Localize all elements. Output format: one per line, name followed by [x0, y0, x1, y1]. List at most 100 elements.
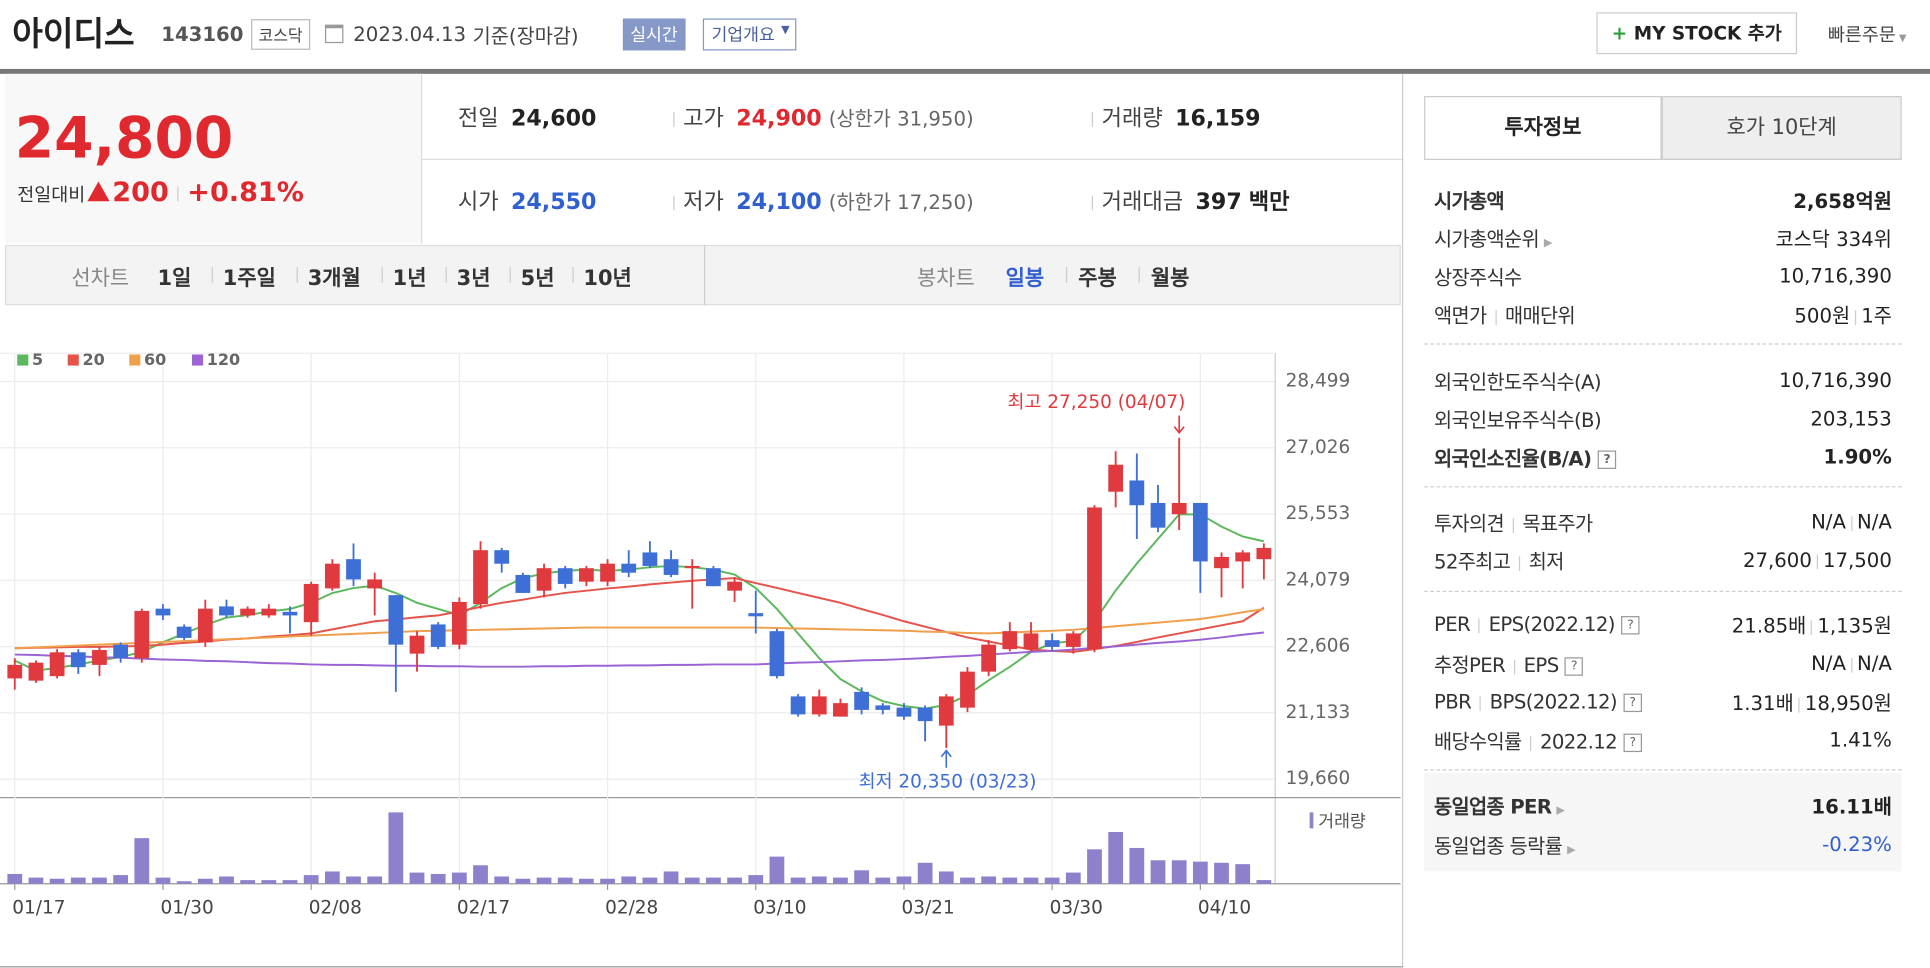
row-value: 코스닥 334위: [1776, 223, 1892, 253]
candle-body: [1256, 547, 1272, 560]
tab[interactable]: 3개월: [307, 266, 361, 292]
volume-bar: [1087, 849, 1102, 884]
volume-bar: [240, 880, 256, 884]
row-value: -0.23%: [1822, 833, 1892, 856]
low-arrow: [940, 749, 952, 768]
candle-body: [621, 563, 637, 573]
tab[interactable]: 일봉: [1005, 266, 1045, 292]
more-arrow: ▶: [1556, 804, 1565, 818]
candle-body: [642, 552, 658, 566]
legend-swatch: [192, 354, 204, 366]
volume-legend-bar: [1309, 812, 1314, 829]
change-rate: +0.81%: [187, 177, 304, 209]
volume-bar: [409, 872, 425, 884]
candle-body: [1129, 480, 1145, 506]
volume-bar: [1192, 861, 1208, 884]
panel-tab[interactable]: 호가 10단계: [1661, 96, 1902, 161]
candle-body: [854, 691, 869, 710]
volume-bar: [896, 876, 912, 884]
my-stock-button[interactable]: + MY STOCK 추가: [1596, 12, 1798, 55]
volume-bar: [92, 877, 107, 884]
volume-bar: [113, 875, 129, 884]
candle-body: [1065, 633, 1081, 647]
candle-body: [1002, 631, 1018, 650]
volume-bar: [663, 871, 679, 884]
label-part: EPS: [1523, 653, 1560, 677]
value-part: 500원: [1794, 304, 1851, 328]
candle-body: [557, 568, 573, 584]
help-icon: ?: [1564, 657, 1584, 676]
day-low: 저가 24,100 (하한가 17,250): [665, 185, 974, 217]
value: 24,550: [510, 189, 597, 216]
tab[interactable]: 주봉: [1078, 266, 1117, 292]
label-part: 매매단위: [1504, 304, 1576, 328]
x-tick-label: 01/17: [12, 897, 65, 918]
legend-swatch: [67, 354, 79, 366]
tab[interactable]: 월봉: [1150, 266, 1190, 292]
volume-bar: [769, 856, 785, 884]
y-tick-label: 22,606: [1286, 636, 1351, 657]
label-part: 시가총액: [1433, 189, 1505, 213]
separator: [1495, 309, 1497, 325]
volume-bar: [155, 877, 171, 884]
volume-bar: [430, 873, 446, 884]
candle-body: [790, 696, 806, 715]
volume-bar: [790, 877, 806, 884]
candle-body: [324, 563, 340, 589]
group-separator: [1424, 486, 1902, 488]
label-part: 목표주가: [1522, 512, 1593, 536]
row-label: 52주최고 최저: [1434, 545, 1564, 575]
volume-bar: [494, 876, 510, 884]
tab[interactable]: 1일: [157, 266, 192, 292]
candle-body: [92, 650, 107, 665]
volume-bar: [557, 877, 573, 884]
realtime-button[interactable]: 실시간: [622, 18, 686, 51]
volume-bar: [1023, 877, 1039, 884]
tab[interactable]: 1년: [392, 266, 427, 292]
value-part: 17,500: [1822, 548, 1892, 572]
volume-bar: [536, 877, 552, 884]
help-icon: ?: [1597, 450, 1616, 469]
label: 고가: [683, 105, 724, 132]
separator: [1091, 195, 1094, 211]
label-part: 상장주식수: [1433, 265, 1522, 290]
group-separator: [1424, 590, 1902, 593]
row-label: 동일업종 등락률 ▶: [1434, 830, 1576, 860]
value-part: 10,716,390: [1779, 264, 1892, 288]
candle-body: [388, 595, 404, 645]
candle-body: [451, 601, 467, 645]
tab[interactable]: 10년: [583, 266, 632, 292]
label: 저가: [683, 189, 724, 216]
value-part: 코스닥 334위: [1775, 227, 1892, 252]
candle-body: [663, 559, 679, 575]
value-part: 16.11배: [1811, 795, 1892, 819]
value-part: N/A: [1811, 651, 1846, 676]
tab[interactable]: 5년: [520, 266, 555, 292]
value-part: -0.23%: [1822, 832, 1892, 857]
trade-amount: 거래대금 397 백만: [1083, 185, 1290, 217]
tab-separator: [296, 267, 298, 284]
volume-bar: [1065, 872, 1081, 884]
value-part: N/A: [1856, 651, 1892, 676]
company-menu[interactable]: 기업개요 ▼: [702, 18, 796, 51]
row-value: N/A N/A: [1811, 510, 1892, 533]
candle-body: [727, 581, 742, 591]
candle-body: [1235, 552, 1251, 562]
tab[interactable]: 1주일: [222, 266, 276, 292]
value-part: 1.90%: [1823, 444, 1892, 469]
panel-tab-active[interactable]: 투자정보: [1424, 96, 1662, 161]
legend-label: 60: [144, 350, 166, 369]
label-part: 2022.12: [1539, 729, 1618, 754]
tab: 선차트: [71, 266, 130, 292]
candle-body: [1150, 502, 1166, 528]
volume-bar: [1044, 877, 1060, 884]
volume-bar: [1002, 877, 1018, 884]
dropdown-caret: ▼: [781, 24, 790, 37]
separator: [1811, 619, 1813, 635]
separator: [1798, 697, 1800, 713]
tab-separator: [211, 267, 213, 284]
y-tick-label: 24,079: [1286, 569, 1351, 590]
quote-divider: [420, 158, 1404, 161]
tab[interactable]: 3년: [456, 266, 491, 292]
quick-order[interactable]: 빠른주문 ▼: [1828, 22, 1907, 48]
